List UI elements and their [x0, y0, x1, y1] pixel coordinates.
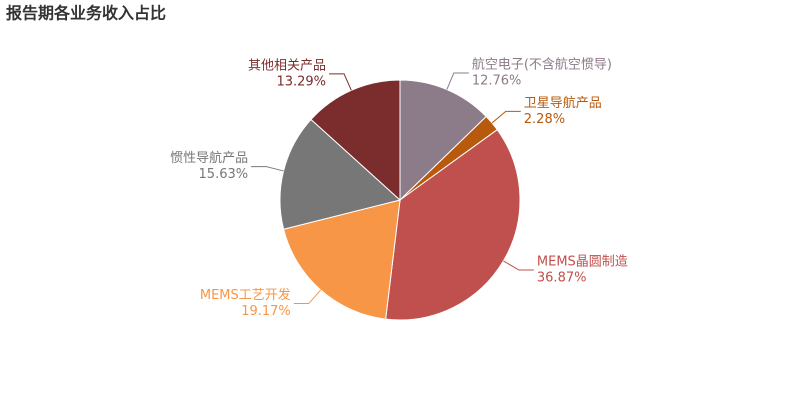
leader-line [503, 260, 534, 271]
slice-label: 惯性导航产品 [170, 150, 248, 166]
value-label: 2.28% [524, 112, 565, 127]
leader-line [491, 110, 521, 124]
slice-label: MEMS工艺开发 [200, 287, 291, 303]
leader-line [329, 73, 352, 91]
leader-line [251, 166, 284, 172]
chart-title: 报告期各业务收入占比 [6, 4, 166, 23]
slice-label: 航空电子(不含航空惯导) [472, 56, 612, 72]
leader-line [293, 289, 322, 305]
pie-slice [310, 79, 401, 202]
pie-slice [399, 79, 487, 202]
pie-slice [385, 129, 521, 321]
pie-slice [279, 118, 402, 230]
value-label: 12.76% [472, 73, 522, 88]
value-label: 15.63% [199, 167, 249, 182]
slice-label: 其他相关产品 [248, 58, 326, 73]
value-label: 19.17% [241, 304, 291, 319]
value-label: 36.87% [537, 271, 587, 286]
value-label: 13.29% [276, 74, 326, 89]
slice-label: 卫星导航产品 [524, 95, 602, 111]
leader-line [446, 72, 469, 90]
slice-label: MEMS晶圆制造 [537, 255, 628, 270]
